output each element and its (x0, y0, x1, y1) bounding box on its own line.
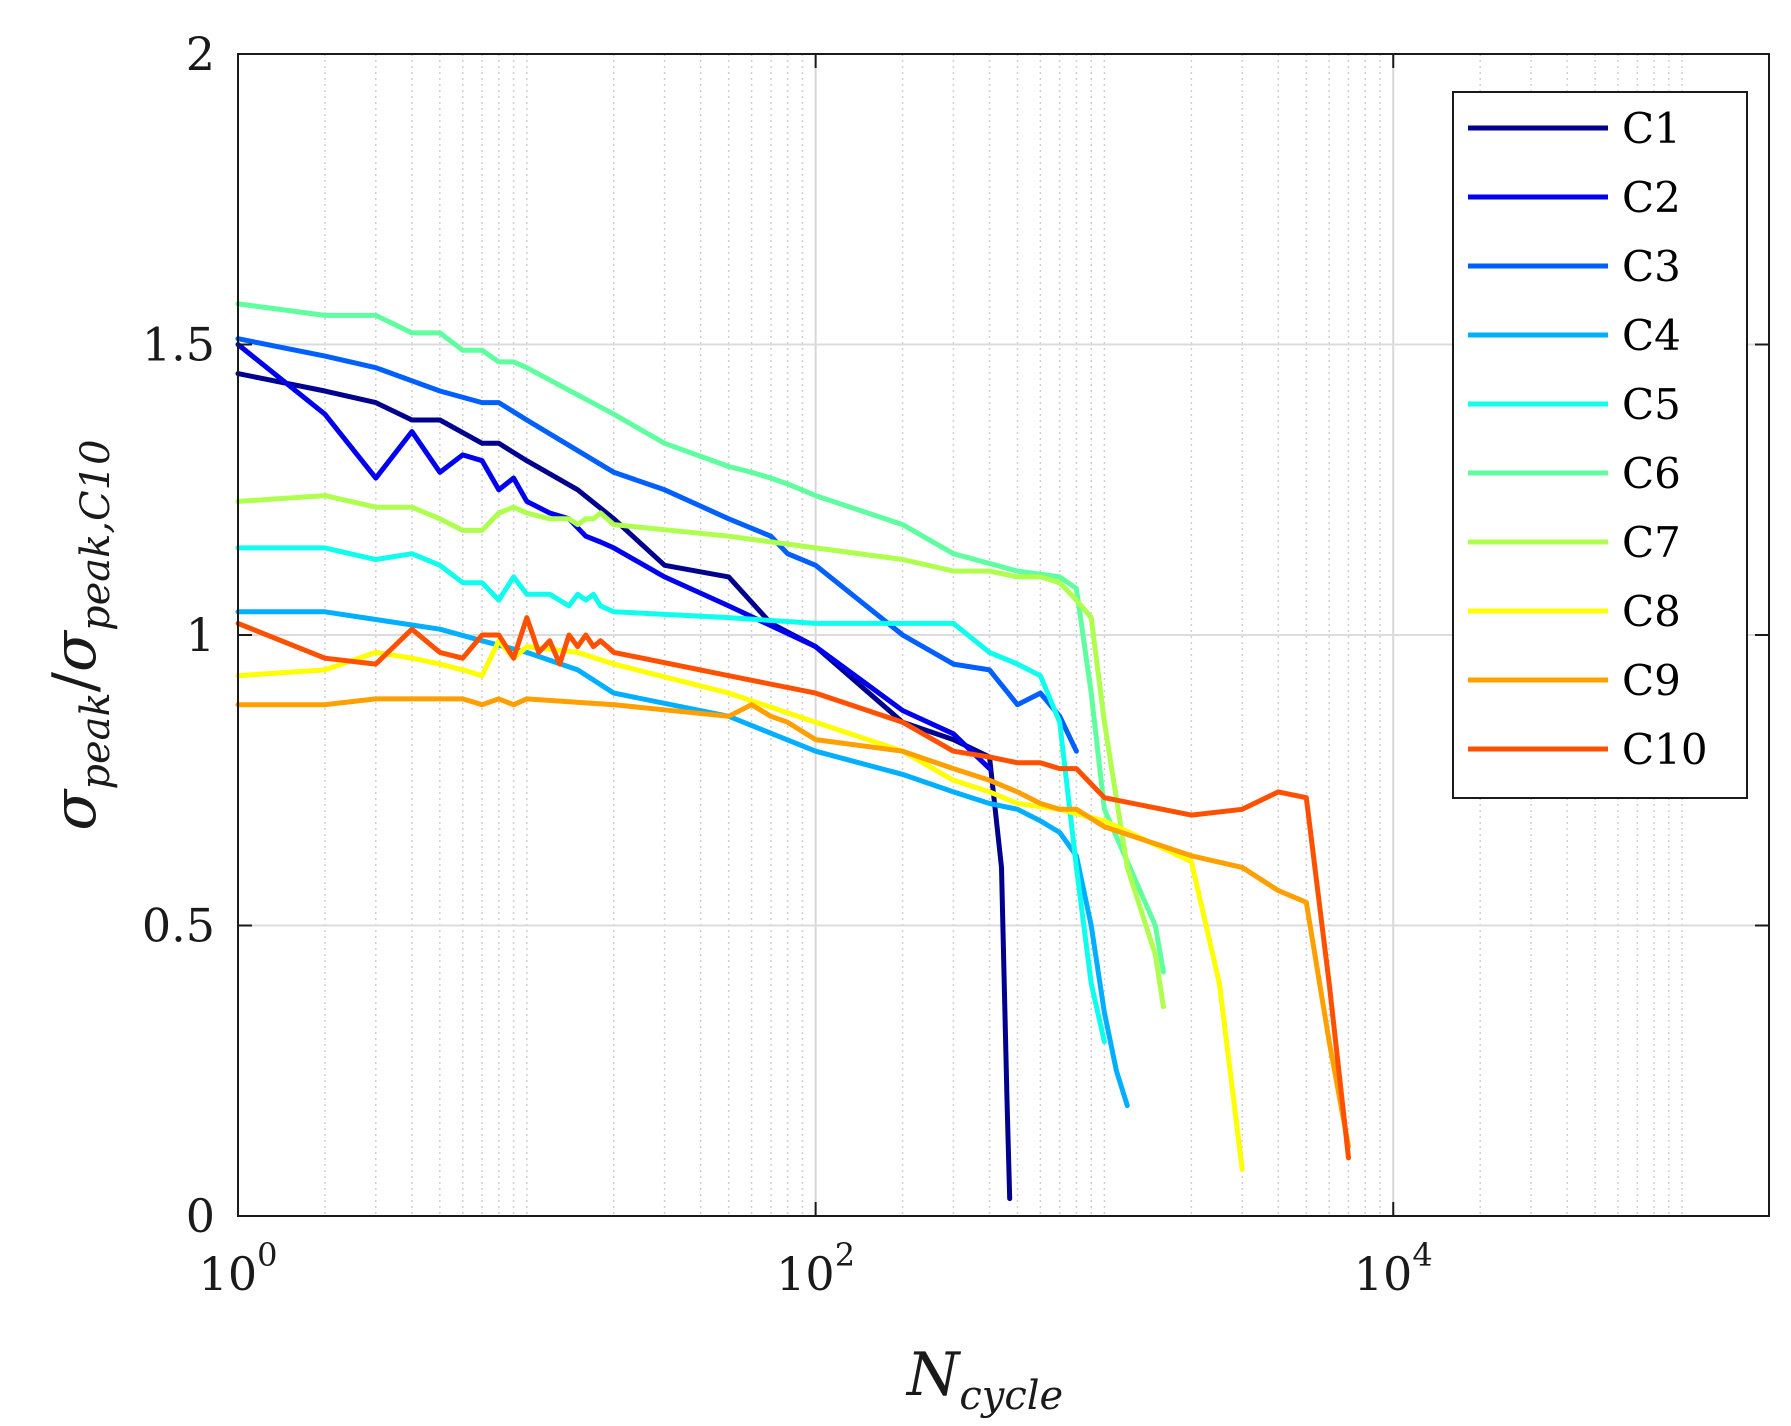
x-tick-exp: 2 (835, 1236, 855, 1274)
y-axis-label-num: σ (40, 788, 110, 831)
series-line-c3 (235, 336, 1079, 754)
series-group (235, 301, 1351, 1202)
series-line-c9 (235, 696, 1351, 1149)
legend-label-c1: C1 (1622, 104, 1681, 153)
y-axis-label-sep: / (40, 671, 110, 692)
y-tick-label: 0.5 (142, 899, 215, 953)
x-tick-base: 10 (776, 1247, 835, 1301)
x-tick-labels: 100 102 104 (199, 1236, 1433, 1301)
x-tick-exp: 0 (257, 1236, 277, 1274)
y-axis-label-den: σ (40, 629, 110, 672)
y-tick-label: 1 (186, 608, 215, 662)
ticks (237, 53, 1769, 1217)
legend-label-c2: C2 (1622, 173, 1681, 222)
x-axis-label-sub: cycle (959, 1373, 1063, 1419)
y-tick-labels: 0 0.5 1 1.5 2 (142, 27, 215, 1243)
x-tick-label: 104 (1354, 1236, 1433, 1301)
x-tick-label: 100 (199, 1236, 278, 1301)
legend: C1 C2 C3 C4 C5 C6 C7 C8 C9 C10 (1452, 91, 1748, 799)
y-tick-label: 2 (186, 27, 215, 81)
x-tick-label: 102 (776, 1236, 855, 1301)
y-tick-label: 1.5 (142, 318, 215, 372)
legend-label-c8: C8 (1622, 587, 1681, 636)
series-line-c7 (235, 493, 1166, 1010)
y-axis-label-num-sub: peak (73, 692, 119, 789)
series-line-c8 (235, 638, 1245, 1172)
legend-label-c5: C5 (1622, 380, 1681, 429)
x-tick-base: 10 (1354, 1247, 1413, 1301)
y-axis-label-den-sub: peak,C10 (73, 439, 119, 631)
y-axis-label: σpeak/σpeak,C10 (40, 439, 119, 830)
series-line-c4 (235, 609, 1130, 1109)
x-tick-base: 10 (199, 1247, 258, 1301)
legend-label-c6: C6 (1622, 449, 1681, 498)
series-line-c2 (235, 342, 992, 772)
legend-label-c4: C4 (1622, 311, 1681, 360)
series-line-c5 (235, 545, 1107, 1045)
series-line-c10 (235, 615, 1351, 1161)
series-line-c6 (235, 301, 1166, 975)
legend-label-c9: C9 (1622, 656, 1681, 705)
legend-label-c7: C7 (1622, 518, 1681, 567)
legend-label-c10: C10 (1622, 725, 1708, 774)
x-axis-label-main: N (905, 1340, 962, 1410)
x-axis-label: Ncycle (905, 1340, 1063, 1419)
x-tick-exp: 4 (1412, 1236, 1432, 1274)
y-tick-label: 0 (186, 1189, 215, 1243)
legend-label-c3: C3 (1622, 242, 1681, 291)
